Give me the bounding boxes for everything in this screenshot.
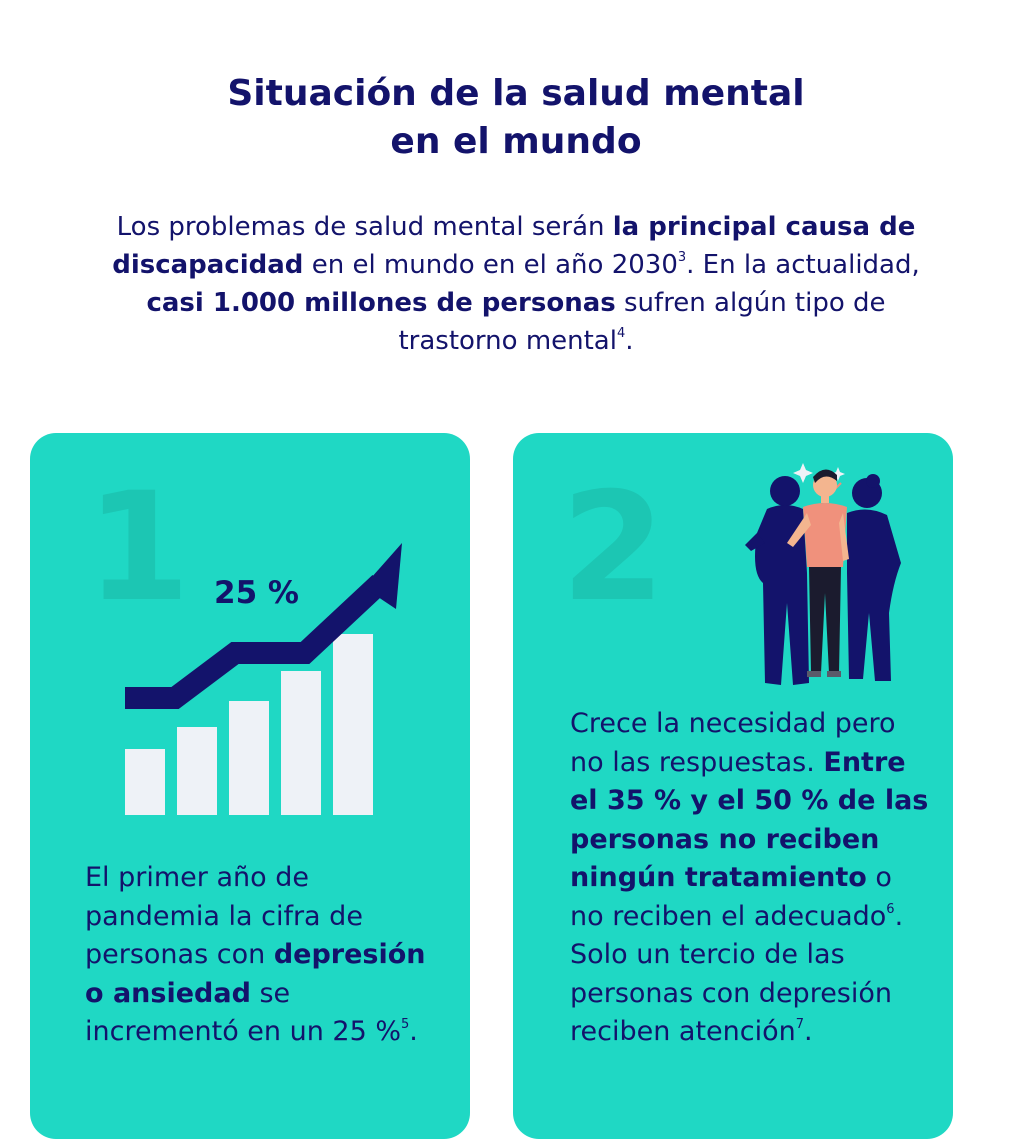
chart-label: 25 %	[214, 575, 299, 611]
card-treatment-gap: 2	[513, 433, 953, 1139]
people-group-icon	[745, 463, 901, 685]
bar-2	[177, 727, 217, 815]
card2-text-2: o no reciben el adecuado	[570, 862, 892, 932]
card2-bold: Entre el 35 % y el 50 % de las personas …	[570, 746, 929, 894]
intro-text-4: sufren algún tipo de trastorno mental	[398, 288, 886, 356]
intro-text-5: .	[625, 326, 634, 356]
card-number: 1	[86, 461, 191, 635]
bar-3	[229, 701, 269, 815]
intro-text-1: Los problemas de salud mental serán	[116, 212, 613, 242]
card-number: 2	[561, 461, 666, 635]
page-title: Situación de la salud mental en el mundo	[0, 70, 1032, 166]
bar-1	[125, 749, 165, 815]
card1-text-3: .	[409, 1016, 418, 1047]
title-line-1: Situación de la salud mental	[227, 73, 805, 114]
card1-bold: depresión o ansiedad	[85, 939, 426, 1009]
card2-text-3: . Solo un tercio de las personas con dep…	[570, 900, 904, 1048]
intro-footnote-4: 4	[616, 326, 626, 341]
intro-footnote-3: 3	[677, 250, 687, 265]
person-center	[787, 469, 849, 677]
intro-paragraph: Los problemas de salud mental serán la p…	[96, 208, 936, 360]
rising-arrow-icon	[125, 543, 402, 709]
card2-text-4: .	[804, 1016, 813, 1047]
bar-4	[281, 671, 321, 815]
intro-text-3: . En la actualidad,	[686, 250, 920, 280]
intro-text-2: en el mundo en el año 2030	[303, 250, 678, 280]
sparkle-decoration	[793, 463, 845, 483]
bar-5	[333, 634, 373, 815]
person-left-silhouette	[745, 476, 809, 685]
person-right-silhouette	[847, 474, 901, 681]
card2-footnote-7: 7	[795, 1017, 805, 1032]
card1-text-1: El primer año de pandemia la cifra de pe…	[85, 862, 363, 970]
bar-chart-icon	[125, 634, 373, 815]
card2-footnote-6: 6	[886, 901, 895, 917]
card1-footnote: 5	[401, 1017, 410, 1032]
card2-text-1: Crece la necesidad pero no las respuesta…	[570, 708, 896, 778]
card2-description: Crece la necesidad pero no las respuesta…	[570, 705, 930, 1052]
card1-text-2: se incrementó en un 25 %	[85, 977, 401, 1048]
card-pandemic-increase: 1 25 % El primer año de pandemia la cifr…	[30, 433, 470, 1139]
card1-description: El primer año de pandemia la cifra de pe…	[85, 859, 445, 1052]
title-line-2: en el mundo	[390, 121, 642, 162]
intro-bold-2: casi 1.000 millones de personas	[146, 288, 616, 318]
intro-bold-1: la principal causa de discapacidad	[112, 212, 916, 280]
